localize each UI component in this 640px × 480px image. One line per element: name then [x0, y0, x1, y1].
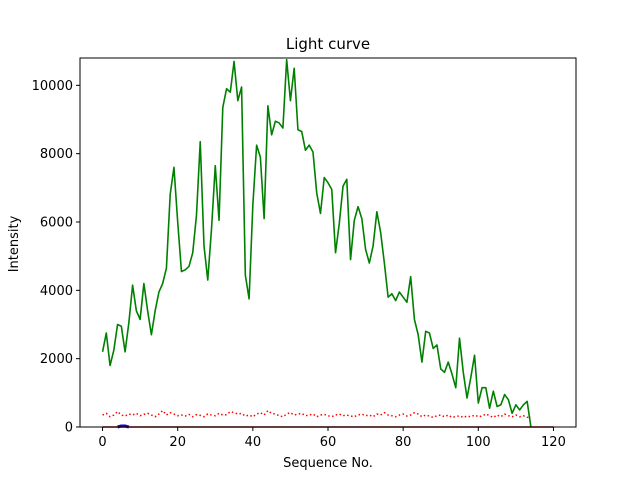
- axes-layer: 0 20 40 60 80 100 120 0 2000 4000 6000 8000 10000: [32, 57, 577, 450]
- x-tick-label-4: 80: [395, 435, 412, 450]
- chart-title: Light curve: [286, 35, 370, 53]
- x-tick-label-0: 0: [98, 435, 106, 450]
- y-tick-label-1: 2000: [40, 352, 73, 367]
- series-line-1: [102, 409, 532, 419]
- y-tick-label-0: 0: [65, 421, 73, 436]
- plot-frame: [79, 57, 577, 428]
- x-tick-label-1: 20: [169, 435, 186, 450]
- x-tick-label-6: 120: [541, 435, 566, 450]
- x-axis-label: Sequence No.: [283, 456, 373, 471]
- x-tick-label-3: 60: [320, 435, 337, 450]
- x-tick-label-5: 100: [466, 435, 491, 450]
- y-tick-label-5: 10000: [32, 79, 73, 94]
- series-line-0: [101, 58, 532, 428]
- y-tick-label-3: 6000: [40, 216, 73, 231]
- series-layer: [101, 58, 554, 429]
- y-tick-label-4: 8000: [40, 147, 73, 162]
- y-tick-label-2: 4000: [40, 284, 73, 299]
- x-tick-label-2: 40: [245, 435, 262, 450]
- y-axis-label: Intensity: [7, 215, 22, 272]
